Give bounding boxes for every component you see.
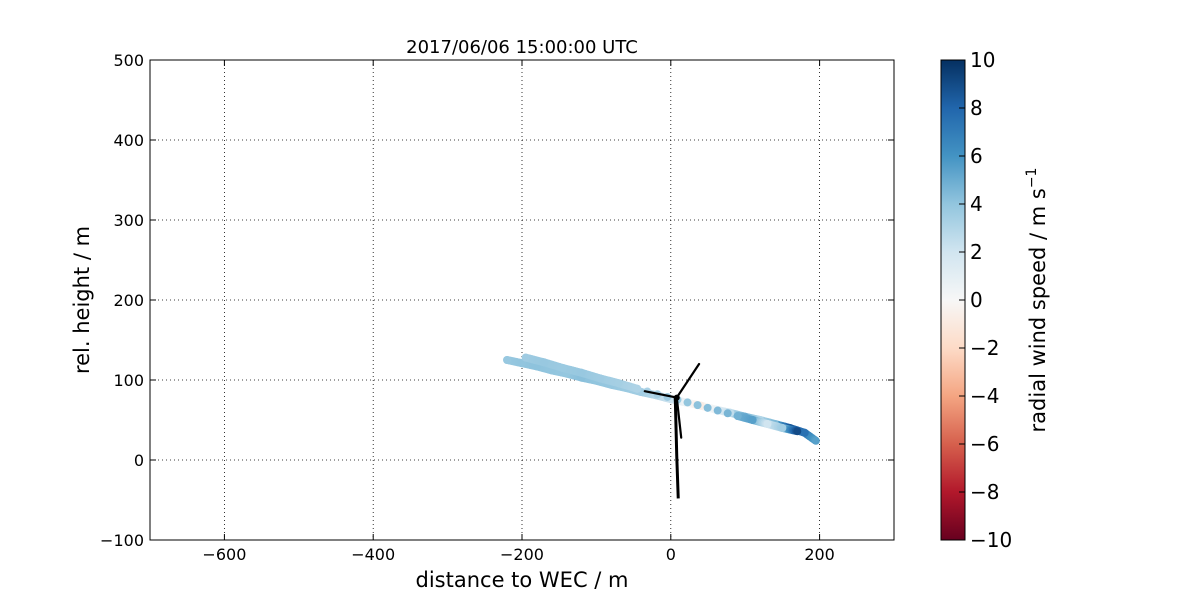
scatter-point	[596, 374, 605, 383]
grid	[150, 59, 894, 541]
colorbar-tick-label: −4	[970, 384, 999, 408]
chart-title: 2017/06/06 15:00:00 UTC	[406, 37, 638, 58]
colorbar-tick-label: 10	[970, 48, 995, 72]
scatter-point	[540, 358, 549, 367]
scatter-point	[577, 368, 586, 377]
colorbar-tick-label: −2	[970, 336, 999, 360]
y-axis-label: rel. height / m	[70, 226, 94, 374]
colorbar-label: radial wind speed / m s−1	[1024, 168, 1050, 433]
colorbar-ticks: −10 −8 −6 −4 −2 0 2 4 6 8 10	[959, 48, 1012, 552]
scatter-point	[811, 436, 820, 445]
scatter-trail-dot	[723, 409, 732, 418]
colorbar-tick-label: −8	[970, 480, 999, 504]
turbine-blade	[675, 396, 683, 439]
scatter-point	[521, 353, 530, 362]
y-tick-label: −100	[100, 531, 144, 550]
wind-turbine	[643, 362, 701, 499]
scatter-point	[793, 427, 802, 436]
scatter-trail-dot	[703, 403, 712, 412]
scatter-point	[503, 356, 512, 364]
scatter-trail-dot	[693, 401, 702, 410]
turbine-blade	[643, 390, 678, 399]
x-tick-label: 200	[804, 545, 835, 564]
x-tick-label: −600	[202, 545, 246, 564]
y-tick-label: 200	[113, 291, 144, 310]
scatter-point	[763, 420, 772, 428]
y-axis-ticks: −100 0 100 200 300 400 500	[100, 51, 894, 550]
scatter-trail-dot	[713, 406, 722, 415]
colorbar-label-superscript: −1	[1024, 168, 1040, 189]
colorbar-tick-label: 0	[970, 288, 983, 312]
colorbar-tick-label: 8	[970, 96, 983, 120]
colorbar-label-text: radial wind speed / m s	[1026, 188, 1050, 432]
colorbar-tick-label: −10	[970, 528, 1012, 552]
scatter-point	[633, 384, 642, 393]
colorbar-tick-label: 4	[970, 192, 983, 216]
x-axis-ticks: −600 −400 −200 0 200	[202, 60, 835, 564]
scatter-point	[614, 379, 623, 388]
colorbar-tick-label: −6	[970, 432, 999, 456]
scatter-point	[558, 364, 567, 372]
scatter-points	[503, 353, 820, 445]
x-tick-label: −400	[351, 545, 395, 564]
x-tick-label: −200	[500, 545, 544, 564]
scatter-point	[800, 428, 809, 437]
scatter-point	[733, 412, 742, 420]
x-tick-label: 0	[666, 545, 676, 564]
colorbar-tick-label: 2	[970, 240, 983, 264]
scatter-trail-dot	[683, 398, 692, 407]
y-tick-label: 300	[113, 211, 144, 230]
turbine-blade	[675, 362, 701, 399]
scatter-point	[778, 424, 787, 432]
y-tick-label: 400	[113, 131, 144, 150]
turbine-tower	[673, 397, 680, 499]
turbine-hub	[673, 394, 680, 401]
y-tick-label: 0	[134, 451, 144, 470]
colorbar-tick-label: 6	[970, 144, 983, 168]
x-axis-label: distance to WEC / m	[416, 568, 629, 592]
y-tick-label: 100	[113, 371, 144, 390]
scatter-point	[748, 416, 757, 424]
y-tick-label: 500	[113, 51, 144, 70]
